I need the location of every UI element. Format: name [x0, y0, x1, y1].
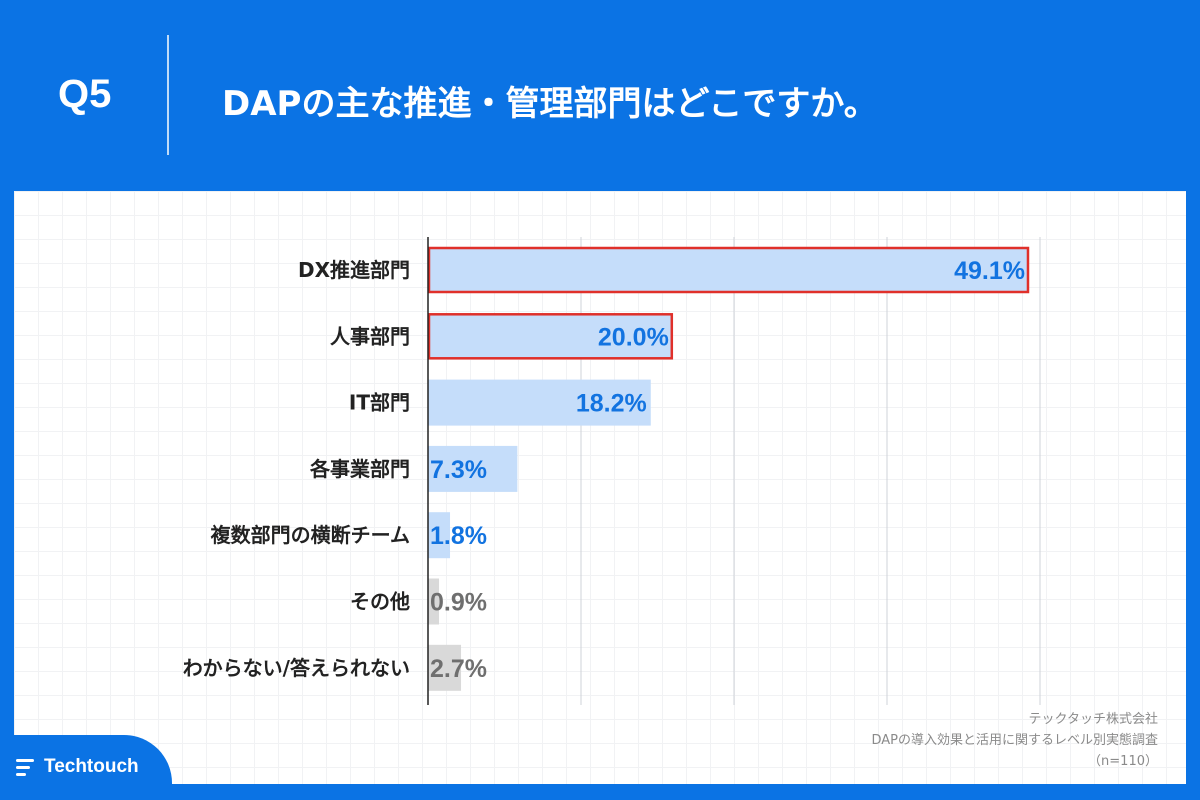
value-label-4: 7.3% [430, 456, 487, 484]
techtouch-logo-icon [16, 759, 34, 776]
source-sample: （n=110） [1088, 754, 1158, 769]
bar-2 [428, 313, 673, 360]
highlight-box-2 [427, 313, 674, 360]
category-label-1: DX推進部門 [298, 258, 410, 282]
bar-5 [428, 512, 451, 559]
value-label-3: 18.2% [576, 390, 647, 418]
category-label-2: 人事部門 [330, 324, 410, 348]
bar-6 [428, 578, 440, 625]
value-label-6: 0.9% [430, 589, 487, 617]
value-label-1: 49.1% [954, 257, 1025, 285]
value-label-5: 1.8% [430, 522, 487, 550]
header-divider [167, 35, 169, 155]
chart-panel: DX推進部門 49.1% 人事部門 20.0% IT部門 18.2% 各事業部門 7.3% 複数… [14, 191, 1186, 784]
bar-1 [428, 247, 1029, 293]
question-number: Q5 [58, 72, 112, 116]
highlight-box-1 [427, 246, 1030, 294]
category-label-6: その他 [350, 590, 410, 614]
brand-name: Techtouch [44, 756, 139, 777]
category-label-4: 各事業部門 [309, 457, 410, 481]
bar-3 [428, 379, 651, 426]
header: Q5 DAPの主な推進・管理部門はどこですか。 [0, 0, 1200, 190]
source-company: テックタッチ株式会社 [1028, 712, 1158, 727]
category-label-7: わからない/答えられない [183, 656, 410, 680]
source-note: テックタッチ株式会社 DAPの導入効果と活用に関するレベル別実態調査 （n=11… [871, 709, 1158, 772]
page-title: DAPの主な推進・管理部門はどこですか。 [222, 84, 878, 124]
brand-logo: Techtouch [0, 735, 172, 800]
bar-7 [428, 644, 462, 691]
value-label-7: 2.7% [430, 655, 487, 683]
bar-4 [428, 445, 518, 492]
category-label-3: IT部門 [349, 391, 410, 415]
source-survey: DAPの導入効果と活用に関するレベル別実態調査 [871, 733, 1158, 748]
bar-chart: DX推進部門 49.1% 人事部門 20.0% IT部門 18.2% 各事業部門 7.3% 複数… [183, 237, 1041, 705]
category-label-5: 複数部門の横断チーム [211, 523, 410, 547]
value-label-2: 20.0% [598, 323, 669, 351]
